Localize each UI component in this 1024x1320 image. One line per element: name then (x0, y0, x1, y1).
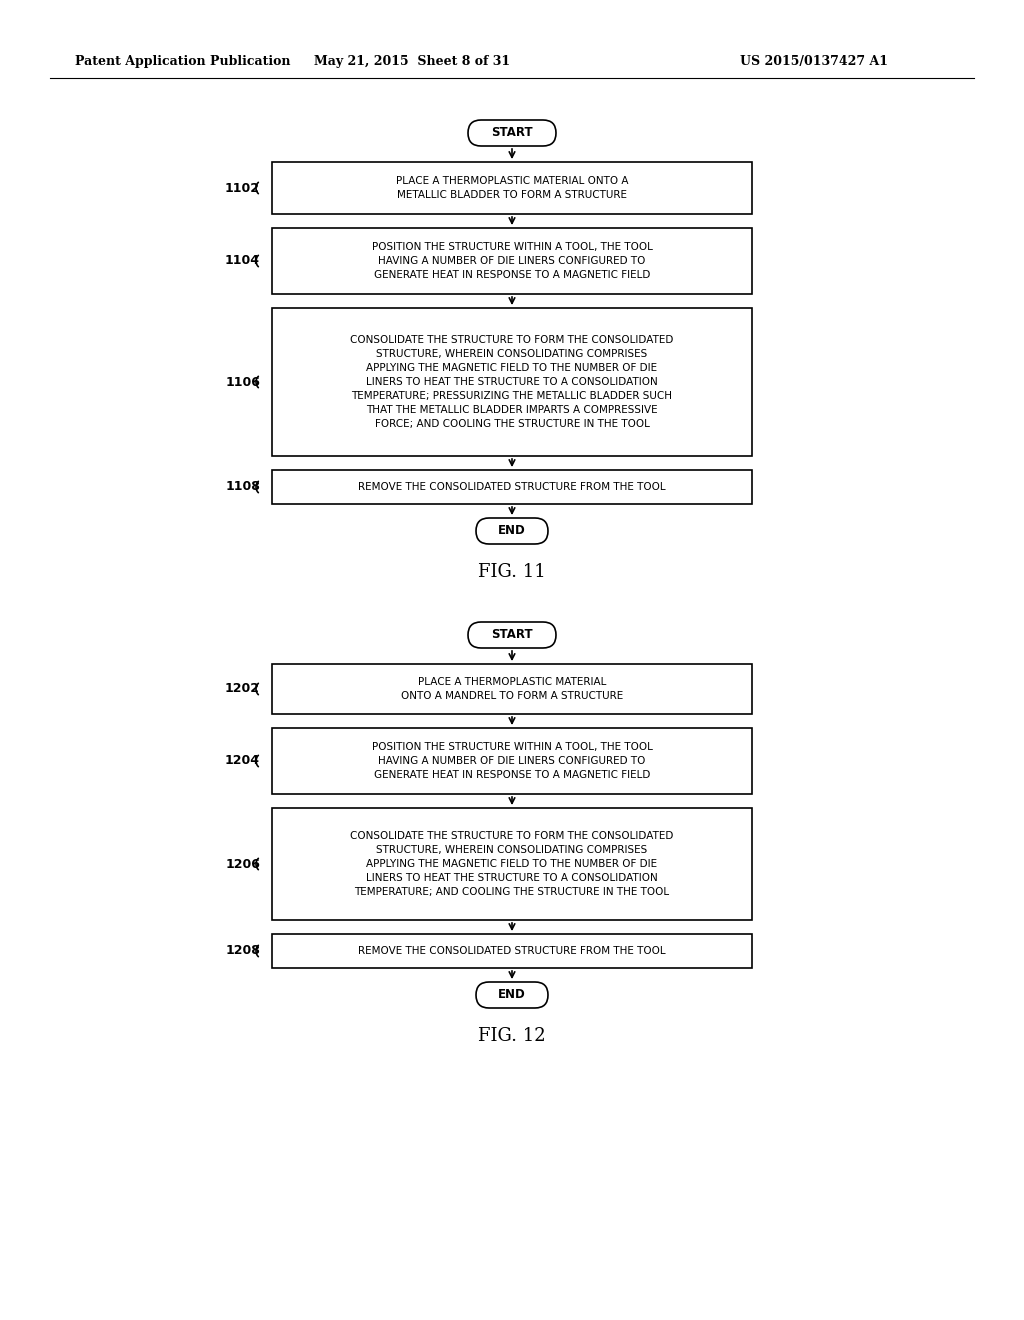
Bar (272, 729, 752, 795)
Bar (272, 308, 752, 455)
Text: 1204: 1204 (225, 755, 260, 767)
FancyBboxPatch shape (468, 622, 556, 648)
Bar (272, 228, 752, 294)
Text: PLACE A THERMOPLASTIC MATERIAL
ONTO A MANDREL TO FORM A STRUCTURE: PLACE A THERMOPLASTIC MATERIAL ONTO A MA… (400, 677, 624, 701)
Text: May 21, 2015  Sheet 8 of 31: May 21, 2015 Sheet 8 of 31 (314, 55, 510, 69)
Text: 1106: 1106 (225, 375, 260, 388)
Text: 1102: 1102 (225, 181, 260, 194)
Bar (272, 162, 752, 214)
Text: CONSOLIDATE THE STRUCTURE TO FORM THE CONSOLIDATED
STRUCTURE, WHEREIN CONSOLIDAT: CONSOLIDATE THE STRUCTURE TO FORM THE CO… (350, 335, 674, 429)
Text: END: END (498, 989, 526, 1002)
FancyBboxPatch shape (476, 982, 548, 1008)
Bar (272, 664, 752, 714)
Bar (272, 808, 752, 920)
Text: 1104: 1104 (225, 255, 260, 268)
Bar (272, 935, 752, 968)
Text: PLACE A THERMOPLASTIC MATERIAL ONTO A
METALLIC BLADDER TO FORM A STRUCTURE: PLACE A THERMOPLASTIC MATERIAL ONTO A ME… (395, 176, 629, 201)
Text: REMOVE THE CONSOLIDATED STRUCTURE FROM THE TOOL: REMOVE THE CONSOLIDATED STRUCTURE FROM T… (358, 482, 666, 492)
Text: FIG. 12: FIG. 12 (478, 1027, 546, 1045)
Text: START: START (492, 127, 532, 140)
Text: 1202: 1202 (225, 682, 260, 696)
Text: 1206: 1206 (225, 858, 260, 870)
Text: REMOVE THE CONSOLIDATED STRUCTURE FROM THE TOOL: REMOVE THE CONSOLIDATED STRUCTURE FROM T… (358, 946, 666, 956)
Text: POSITION THE STRUCTURE WITHIN A TOOL, THE TOOL
HAVING A NUMBER OF DIE LINERS CON: POSITION THE STRUCTURE WITHIN A TOOL, TH… (372, 742, 652, 780)
Text: START: START (492, 628, 532, 642)
Text: US 2015/0137427 A1: US 2015/0137427 A1 (740, 55, 888, 69)
FancyBboxPatch shape (468, 120, 556, 147)
Text: POSITION THE STRUCTURE WITHIN A TOOL, THE TOOL
HAVING A NUMBER OF DIE LINERS CON: POSITION THE STRUCTURE WITHIN A TOOL, TH… (372, 242, 652, 280)
Text: END: END (498, 524, 526, 537)
FancyBboxPatch shape (476, 517, 548, 544)
Bar (272, 470, 752, 504)
Text: 1108: 1108 (225, 480, 260, 494)
Text: Patent Application Publication: Patent Application Publication (75, 55, 291, 69)
Text: 1208: 1208 (225, 945, 260, 957)
Text: CONSOLIDATE THE STRUCTURE TO FORM THE CONSOLIDATED
STRUCTURE, WHEREIN CONSOLIDAT: CONSOLIDATE THE STRUCTURE TO FORM THE CO… (350, 832, 674, 898)
Text: FIG. 11: FIG. 11 (478, 564, 546, 581)
